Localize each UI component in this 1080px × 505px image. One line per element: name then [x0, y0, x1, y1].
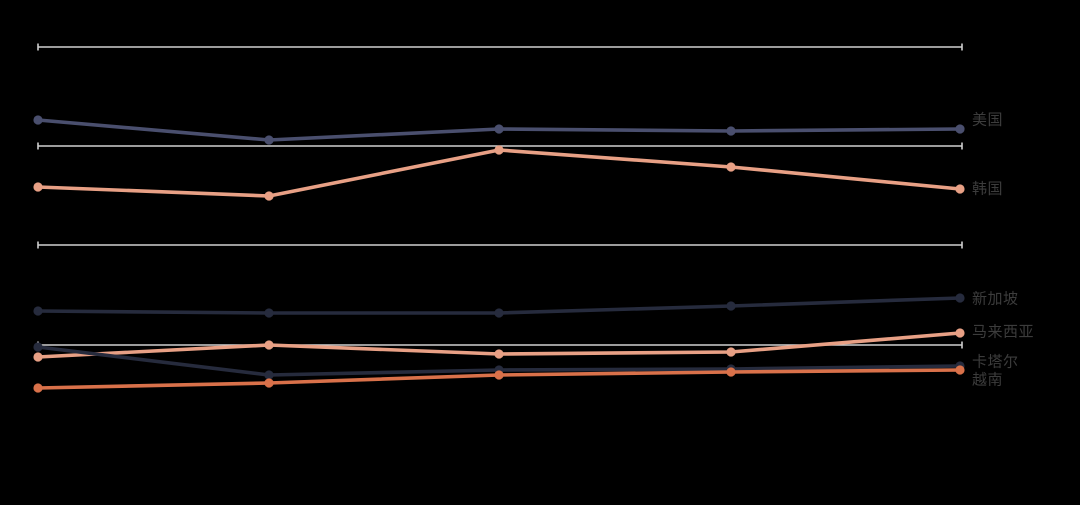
data-point-marker	[726, 301, 736, 311]
data-point-marker	[264, 378, 274, 388]
series-label-malaysia: 马来西亚	[972, 322, 1035, 341]
data-point-marker	[726, 347, 736, 357]
data-point-marker	[264, 135, 274, 145]
data-point-marker	[955, 184, 965, 194]
series-label-singapore: 新加坡	[972, 289, 1019, 308]
data-point-marker	[33, 306, 43, 316]
series-label-usa: 美国	[972, 110, 1004, 129]
data-point-marker	[494, 124, 504, 134]
data-point-marker	[726, 126, 736, 136]
data-point-marker	[33, 115, 43, 125]
data-point-marker	[494, 349, 504, 359]
series-path	[36, 148, 962, 198]
series-line-3	[33, 328, 965, 362]
data-point-marker	[33, 182, 43, 192]
series-line-2	[33, 293, 965, 318]
data-point-marker	[726, 162, 736, 172]
data-point-marker	[264, 340, 274, 350]
data-point-marker	[264, 370, 274, 380]
series-line-1	[33, 145, 965, 201]
data-point-marker	[494, 145, 504, 155]
data-point-marker	[726, 367, 736, 377]
data-point-marker	[494, 308, 504, 318]
data-point-marker	[955, 293, 965, 303]
series-label-vietnam: 越南	[972, 370, 1004, 389]
series-label-qatar: 卡塔尔	[972, 352, 1019, 371]
data-point-marker	[955, 328, 965, 338]
data-point-marker	[955, 124, 965, 134]
data-point-marker	[494, 370, 504, 380]
series-group	[33, 115, 965, 393]
data-point-marker	[33, 342, 43, 352]
data-point-marker	[955, 365, 965, 375]
data-point-marker	[33, 383, 43, 393]
series-line-0	[33, 115, 965, 145]
data-point-marker	[264, 191, 274, 201]
data-point-marker	[33, 352, 43, 362]
series-line-5	[33, 365, 965, 393]
data-point-marker	[264, 308, 274, 318]
series-label-korea: 韩国	[972, 179, 1004, 198]
